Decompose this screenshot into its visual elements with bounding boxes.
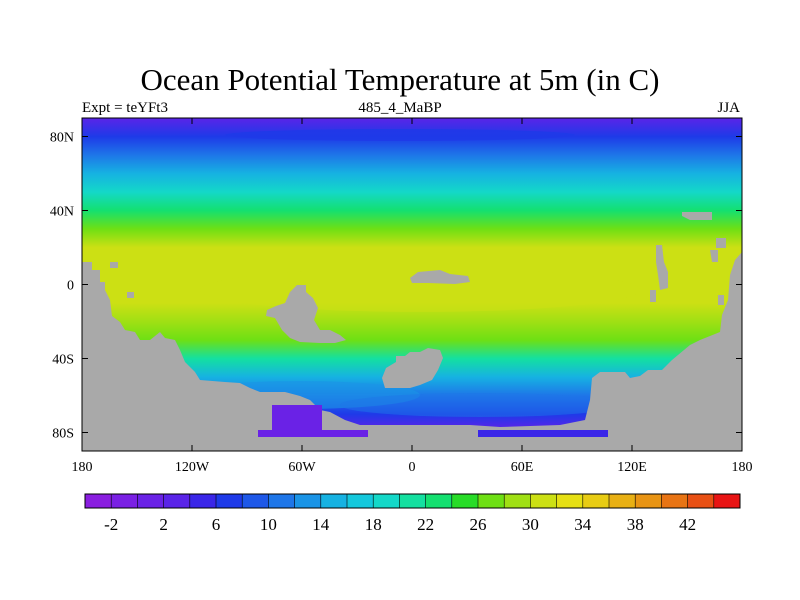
colorbar-label-7: 26 xyxy=(470,515,487,534)
x-tick-label-1: 120W xyxy=(175,460,210,475)
y-tick-label-0: 80N xyxy=(50,131,74,146)
landmass-northeast-island xyxy=(682,212,712,220)
colorbar-frame xyxy=(84,493,741,509)
colorbar-box-20 xyxy=(609,494,636,508)
colorbar-box-3 xyxy=(163,494,191,508)
colorbar-label-4: 14 xyxy=(312,515,330,534)
landmass-south-america xyxy=(266,285,346,343)
landmass-south-polar xyxy=(270,252,742,451)
polar-cold-patch xyxy=(272,405,322,430)
colorbar-box-14 xyxy=(451,494,479,508)
island-east-b xyxy=(650,290,656,302)
colorbar-box-19 xyxy=(582,494,610,508)
map-layer xyxy=(82,118,742,451)
landmass-east-peninsula xyxy=(656,245,668,290)
x-tick-label-5: 120E xyxy=(617,460,647,475)
colorbar-box-22 xyxy=(661,494,689,508)
y-tick-label-1: 40N xyxy=(50,205,74,220)
southern-cool-tongue-east xyxy=(340,393,620,417)
island-pacific-a xyxy=(110,262,118,268)
colorbar-box-1 xyxy=(111,494,138,508)
colorbar-label-3: 10 xyxy=(260,515,277,534)
colorbar-label-1: 2 xyxy=(159,515,168,534)
colorbar-box-16 xyxy=(504,494,531,508)
polar-ice-strip-east xyxy=(478,430,608,437)
colorbar: -2 2 6 10 14 18 22 26 30 34 38 42 xyxy=(84,493,741,534)
landmass-southern-continent xyxy=(382,348,443,388)
experiment-label: Expt = teYFt3 xyxy=(82,100,168,116)
x-tick-label-6: 180 xyxy=(732,460,753,475)
x-tick-label-4: 60E xyxy=(511,460,534,475)
colorbar-box-2 xyxy=(137,494,165,508)
island-east-c xyxy=(710,250,718,262)
colorbar-box-8 xyxy=(294,494,322,508)
polar-ice-strip-west xyxy=(258,430,368,437)
colorbar-label-10: 38 xyxy=(627,515,644,534)
colorbar-label-8: 30 xyxy=(522,515,539,534)
island-east-a xyxy=(716,238,726,248)
x-tick-label-2: 60W xyxy=(288,460,316,475)
colorbar-label-11: 42 xyxy=(679,515,696,534)
colorbar-label-5: 18 xyxy=(365,515,382,534)
y-tick-label-3: 40S xyxy=(52,353,74,368)
colorbar-box-0 xyxy=(85,494,112,508)
arctic-cold-patch xyxy=(225,129,575,141)
colorbar-box-6 xyxy=(242,494,269,508)
colorbar-box-4 xyxy=(189,494,217,508)
colorbar-box-24 xyxy=(713,494,741,508)
y-tick-label-4: 80S xyxy=(52,427,74,442)
colorbar-box-7 xyxy=(268,494,296,508)
y-tick-label-2: 0 xyxy=(67,279,74,294)
colorbar-label-2: 6 xyxy=(212,515,221,534)
colorbar-box-11 xyxy=(373,494,400,508)
age-label: 485_4_MaBP xyxy=(358,100,442,116)
colorbar-box-21 xyxy=(635,494,662,508)
island-east-d xyxy=(718,295,724,305)
island-pacific-b xyxy=(127,292,134,298)
colorbar-box-17 xyxy=(530,494,558,508)
colorbar-box-10 xyxy=(347,494,374,508)
chart-title: Ocean Potential Temperature at 5m (in C) xyxy=(140,62,660,97)
season-label: JJA xyxy=(717,100,740,116)
colorbar-box-5 xyxy=(216,494,243,508)
colorbar-box-23 xyxy=(687,494,715,508)
colorbar-label-6: 22 xyxy=(417,515,434,534)
colorbar-box-13 xyxy=(425,494,453,508)
x-tick-label-3: 0 xyxy=(409,460,416,475)
landmass-west-antarctic xyxy=(82,262,270,451)
axis-ticks: 180 120W 60W 0 60E 120E 180 80N 40N 0 40S 80S xyxy=(50,118,753,475)
colorbar-box-12 xyxy=(399,494,427,508)
colorbar-box-15 xyxy=(478,494,505,508)
colorbar-label-0: -2 xyxy=(104,515,118,534)
landmass-central-island xyxy=(410,270,470,284)
x-tick-label-0: 180 xyxy=(72,460,93,475)
colorbar-box-9 xyxy=(320,494,348,508)
land-masses xyxy=(82,212,742,451)
colorbar-label-9: 34 xyxy=(574,515,592,534)
colorbar-box-18 xyxy=(556,494,584,508)
